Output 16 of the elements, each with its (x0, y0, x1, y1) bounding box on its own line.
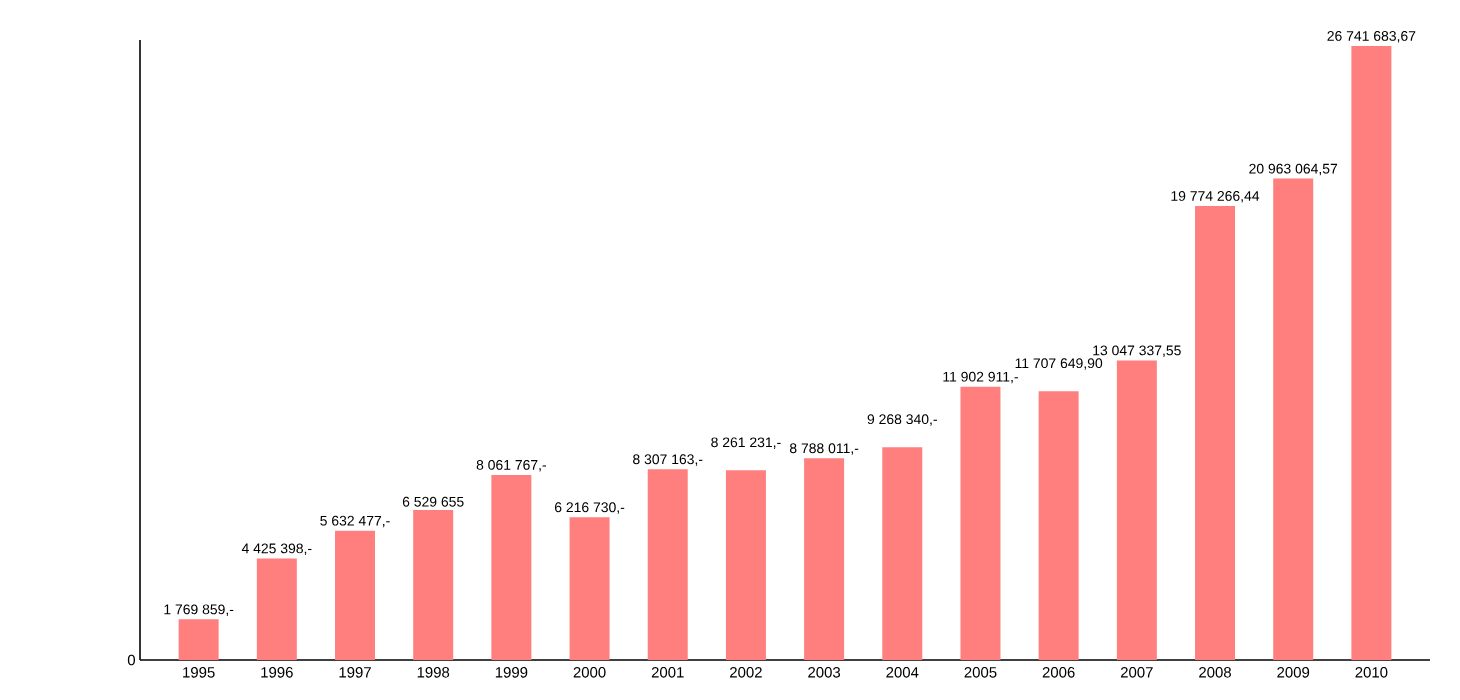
bar (178, 619, 219, 660)
bar (804, 458, 845, 660)
bar (1195, 205, 1236, 660)
bar (1273, 178, 1314, 660)
bar (882, 447, 923, 660)
bar (1351, 45, 1392, 660)
bar (335, 530, 376, 660)
bar (725, 470, 766, 660)
bar (1116, 360, 1157, 660)
bar (256, 558, 297, 660)
bar (569, 517, 610, 660)
bar (491, 474, 532, 660)
bar (1038, 391, 1079, 660)
bar (413, 510, 454, 660)
bar (960, 386, 1001, 660)
bar (647, 469, 688, 660)
